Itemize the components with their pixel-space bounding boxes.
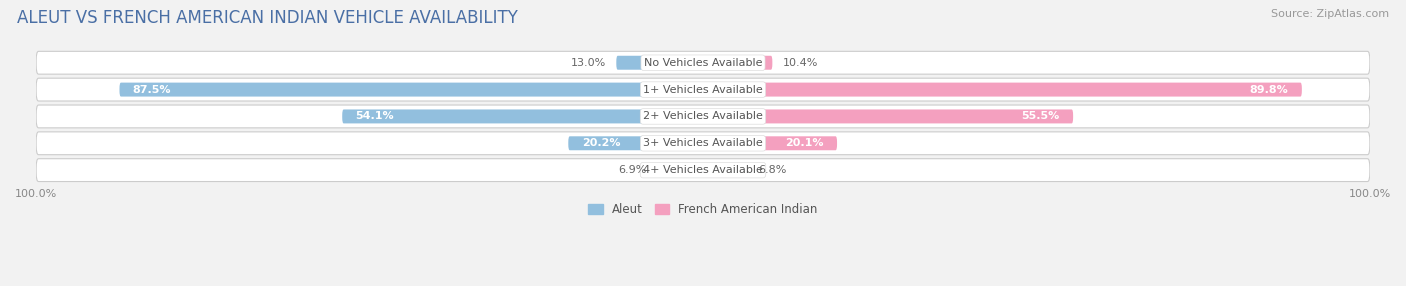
Text: 1+ Vehicles Available: 1+ Vehicles Available bbox=[643, 85, 763, 95]
Text: 87.5%: 87.5% bbox=[132, 85, 172, 95]
FancyBboxPatch shape bbox=[37, 78, 1369, 101]
FancyBboxPatch shape bbox=[657, 163, 703, 177]
FancyBboxPatch shape bbox=[37, 105, 1369, 128]
Text: No Vehicles Available: No Vehicles Available bbox=[644, 58, 762, 68]
FancyBboxPatch shape bbox=[703, 110, 1073, 124]
Text: Source: ZipAtlas.com: Source: ZipAtlas.com bbox=[1271, 9, 1389, 19]
Text: 6.9%: 6.9% bbox=[619, 165, 647, 175]
Legend: Aleut, French American Indian: Aleut, French American Indian bbox=[583, 198, 823, 221]
Text: 2+ Vehicles Available: 2+ Vehicles Available bbox=[643, 112, 763, 122]
Text: 20.1%: 20.1% bbox=[785, 138, 824, 148]
FancyBboxPatch shape bbox=[37, 132, 1369, 155]
FancyBboxPatch shape bbox=[703, 163, 748, 177]
FancyBboxPatch shape bbox=[703, 136, 837, 150]
FancyBboxPatch shape bbox=[120, 83, 703, 97]
FancyBboxPatch shape bbox=[342, 110, 703, 124]
FancyBboxPatch shape bbox=[37, 159, 1369, 182]
Text: 54.1%: 54.1% bbox=[356, 112, 394, 122]
FancyBboxPatch shape bbox=[703, 83, 1302, 97]
Text: 89.8%: 89.8% bbox=[1250, 85, 1288, 95]
Text: 10.4%: 10.4% bbox=[782, 58, 818, 68]
Text: 3+ Vehicles Available: 3+ Vehicles Available bbox=[643, 138, 763, 148]
Text: ALEUT VS FRENCH AMERICAN INDIAN VEHICLE AVAILABILITY: ALEUT VS FRENCH AMERICAN INDIAN VEHICLE … bbox=[17, 9, 517, 27]
FancyBboxPatch shape bbox=[568, 136, 703, 150]
FancyBboxPatch shape bbox=[616, 56, 703, 70]
Text: 13.0%: 13.0% bbox=[571, 58, 606, 68]
FancyBboxPatch shape bbox=[703, 56, 772, 70]
Text: 20.2%: 20.2% bbox=[582, 138, 620, 148]
FancyBboxPatch shape bbox=[37, 51, 1369, 74]
Text: 55.5%: 55.5% bbox=[1022, 112, 1060, 122]
Text: 4+ Vehicles Available: 4+ Vehicles Available bbox=[643, 165, 763, 175]
Text: 6.8%: 6.8% bbox=[758, 165, 787, 175]
